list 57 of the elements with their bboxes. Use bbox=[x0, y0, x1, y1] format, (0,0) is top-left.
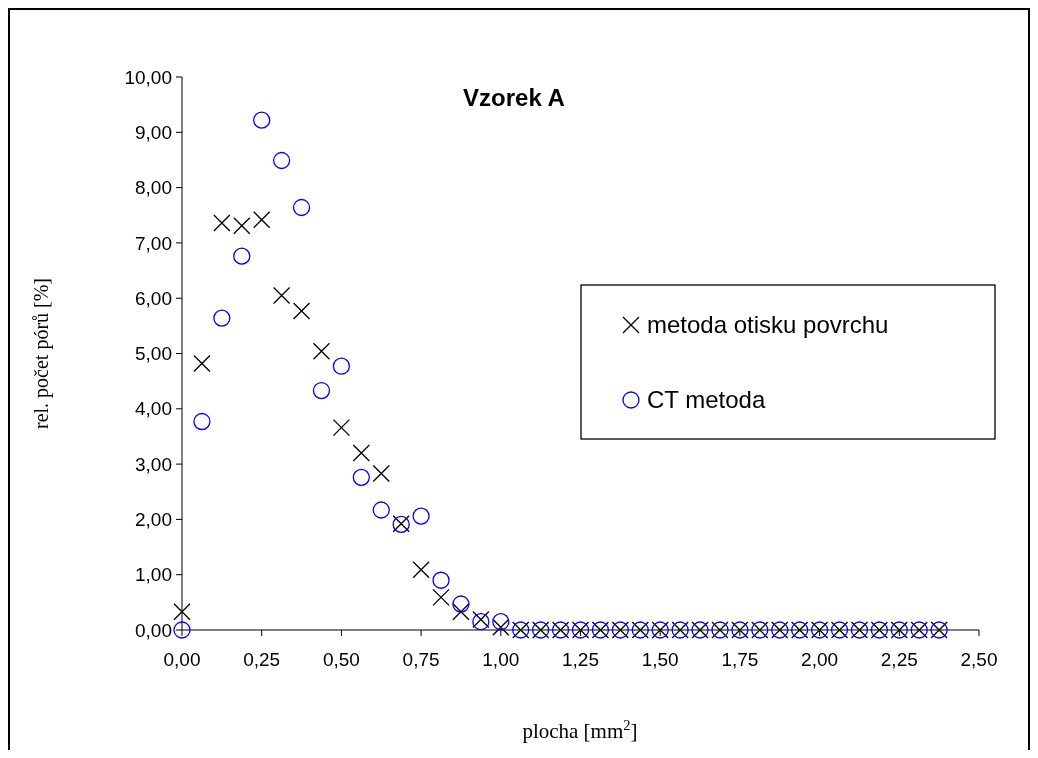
x-tick-label: 2,00 bbox=[801, 649, 839, 670]
x-tick-label: 1,25 bbox=[562, 649, 599, 670]
y-tick-label: 4,00 bbox=[135, 398, 172, 420]
y-tick-label: 2,00 bbox=[135, 509, 172, 531]
point bbox=[173, 603, 191, 621]
point bbox=[312, 381, 331, 400]
point bbox=[492, 613, 510, 631]
y-tick-label: 9,00 bbox=[135, 121, 172, 143]
y-tick-label: 7,00 bbox=[135, 232, 172, 254]
y-tick-label: 1,00 bbox=[135, 564, 172, 586]
point bbox=[452, 603, 470, 621]
y-tick-label: 5,00 bbox=[135, 343, 172, 365]
point bbox=[492, 618, 510, 636]
point bbox=[272, 151, 291, 170]
y-tick-label: 10,00 bbox=[124, 66, 172, 88]
point bbox=[332, 418, 351, 437]
point bbox=[213, 214, 231, 232]
point bbox=[312, 342, 331, 360]
point bbox=[233, 247, 251, 265]
point bbox=[432, 588, 450, 607]
x-tick-label: 1,75 bbox=[721, 649, 759, 670]
point bbox=[332, 357, 351, 375]
y-tick-label: 6,00 bbox=[135, 287, 172, 309]
x-tick-label: 0,00 bbox=[163, 649, 201, 670]
y-tick-label: 0,00 bbox=[135, 619, 172, 641]
point bbox=[233, 217, 251, 235]
point bbox=[173, 621, 191, 639]
chart-title: Vzorek A bbox=[463, 84, 565, 111]
point bbox=[253, 211, 271, 229]
x-tick-label: 1,00 bbox=[482, 649, 520, 670]
point bbox=[213, 309, 231, 327]
x-tick-label: 0,75 bbox=[402, 649, 440, 670]
point bbox=[193, 354, 211, 373]
x-tick-label: 1,50 bbox=[641, 649, 679, 670]
y-tick-label: 3,00 bbox=[135, 453, 172, 475]
point bbox=[372, 501, 390, 519]
y-axis-title: rel. počet pórů [%] bbox=[30, 277, 53, 430]
point bbox=[193, 412, 211, 431]
point bbox=[272, 286, 291, 305]
point bbox=[253, 111, 271, 129]
x-tick-label: 2,25 bbox=[880, 649, 918, 670]
legend-label: CT metoda bbox=[647, 386, 766, 414]
point bbox=[352, 444, 370, 462]
x-tick-label: 0,50 bbox=[322, 649, 360, 670]
point bbox=[292, 198, 311, 217]
x-axis-title: plocha [mm$^{2}$] bbox=[522, 717, 638, 743]
y-tick-label: 8,00 bbox=[135, 177, 172, 199]
legend-label: metoda otisku povrchu bbox=[647, 311, 889, 339]
point bbox=[292, 302, 311, 320]
point bbox=[432, 571, 450, 589]
point bbox=[372, 464, 390, 483]
point bbox=[412, 561, 430, 579]
point bbox=[352, 468, 370, 487]
point bbox=[412, 507, 430, 525]
x-tick-label: 2,50 bbox=[960, 649, 998, 670]
x-tick-label: 0,25 bbox=[243, 649, 281, 670]
point bbox=[452, 595, 470, 613]
